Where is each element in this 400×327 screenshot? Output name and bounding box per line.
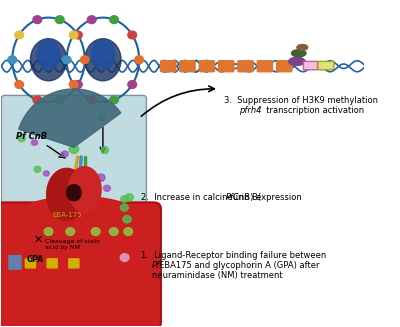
Circle shape [69,145,79,153]
Text: 1.  Ligand-Receptor binding failure between: 1. Ligand-Receptor binding failure betwe… [141,251,326,260]
FancyBboxPatch shape [276,61,292,72]
Ellipse shape [289,57,305,65]
Circle shape [128,81,136,88]
Circle shape [91,228,100,235]
FancyBboxPatch shape [199,61,214,72]
Polygon shape [47,168,86,220]
Ellipse shape [297,44,308,50]
Circle shape [90,180,96,185]
Circle shape [87,96,96,104]
Circle shape [8,56,17,64]
Circle shape [66,228,75,235]
Text: transcription activation: transcription activation [261,106,364,114]
Circle shape [97,174,105,181]
Circle shape [121,196,128,202]
FancyBboxPatch shape [14,256,21,269]
Text: 3.  Suppression of H3K9 methylation: 3. Suppression of H3K9 methylation [224,96,378,105]
FancyBboxPatch shape [304,61,318,70]
Circle shape [101,147,108,154]
Circle shape [55,96,64,104]
Circle shape [87,16,96,24]
Ellipse shape [30,39,67,81]
FancyBboxPatch shape [0,202,161,327]
Circle shape [98,114,105,121]
Ellipse shape [292,50,306,57]
FancyBboxPatch shape [25,259,36,268]
Circle shape [62,56,71,64]
Circle shape [66,178,76,187]
Circle shape [74,81,82,88]
FancyBboxPatch shape [238,61,253,72]
Text: neuraminidase (NM) treatment: neuraminidase (NM) treatment [152,271,282,280]
Circle shape [110,16,118,24]
FancyBboxPatch shape [9,256,16,269]
Circle shape [120,204,128,211]
Ellipse shape [91,40,115,69]
Circle shape [44,228,53,235]
Circle shape [69,31,78,39]
Ellipse shape [67,184,81,201]
FancyBboxPatch shape [69,259,79,268]
Circle shape [56,212,62,217]
Text: Cleavage of sialic: Cleavage of sialic [45,239,100,244]
FancyBboxPatch shape [160,61,176,72]
Circle shape [120,254,129,261]
Circle shape [18,135,25,142]
Circle shape [110,228,118,235]
Circle shape [33,16,42,24]
Circle shape [55,16,64,24]
FancyBboxPatch shape [1,95,146,238]
Polygon shape [68,167,101,212]
Circle shape [32,140,38,145]
Ellipse shape [85,39,121,81]
Circle shape [62,151,68,157]
Text: ✕: ✕ [34,235,43,245]
Text: CnB) expression: CnB) expression [233,193,302,202]
Circle shape [124,228,133,235]
Circle shape [43,171,49,176]
Circle shape [15,81,24,88]
Text: Pf CnB: Pf CnB [16,132,47,141]
FancyBboxPatch shape [218,61,234,72]
FancyBboxPatch shape [180,61,195,72]
Polygon shape [19,89,121,147]
Text: pfrh4: pfrh4 [239,106,261,114]
Circle shape [126,194,133,201]
Circle shape [128,31,136,39]
Circle shape [110,96,118,104]
Circle shape [123,215,131,223]
Circle shape [104,185,110,191]
Text: EBA-175: EBA-175 [52,212,82,218]
Circle shape [71,212,77,217]
Text: acid by NM: acid by NM [45,246,80,250]
Circle shape [34,166,41,172]
Text: GPA: GPA [27,255,44,265]
FancyBboxPatch shape [257,61,272,72]
Text: 2.  Increase in calcineurin B(: 2. Increase in calcineurin B( [141,193,261,202]
Circle shape [15,31,24,39]
Text: Pf: Pf [152,261,160,270]
Circle shape [80,56,89,64]
FancyBboxPatch shape [47,259,57,268]
Text: EBA175 and glycophorin A (GPA) after: EBA175 and glycophorin A (GPA) after [159,261,319,270]
Circle shape [33,96,42,104]
Ellipse shape [37,40,60,69]
Circle shape [74,31,82,39]
FancyBboxPatch shape [318,61,334,70]
Circle shape [135,56,144,64]
Text: Pf: Pf [226,193,234,202]
Circle shape [69,81,78,88]
